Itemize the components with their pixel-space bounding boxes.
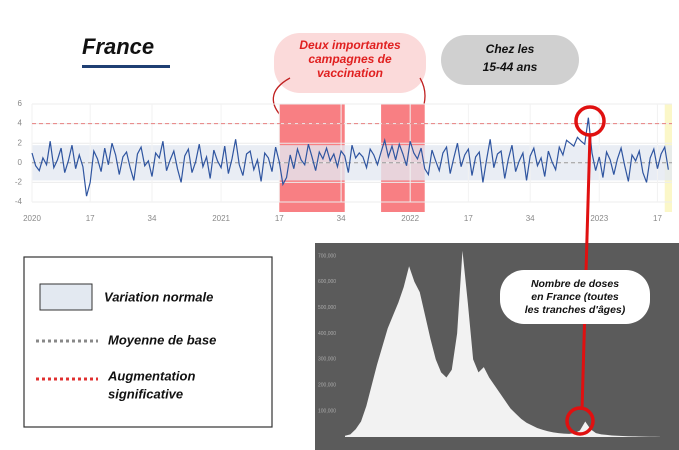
x-tick-label: 17: [653, 214, 662, 223]
age-label: 15-44 ans: [483, 60, 538, 74]
highlight-circle: [565, 406, 595, 436]
y-tick-label: -4: [15, 197, 23, 206]
legend-label: Variation normale: [104, 289, 213, 304]
legend-label: Moyenne de base: [108, 332, 216, 347]
x-tick-label: 2020: [23, 214, 41, 223]
campaigns-label: vaccination: [317, 66, 383, 80]
weekly-chart: -4 -2 0 2 4 6 2020 17 34 2021 17 34 2022 17 34 2023 17: [15, 99, 672, 223]
title-underline: [82, 65, 170, 68]
annotation-label: Nombre de doses: [531, 278, 619, 290]
legend-label: significative: [108, 386, 183, 401]
y-tick-label: 100,000: [318, 408, 336, 414]
legend-swatch: [39, 283, 93, 311]
x-tick-label: 2022: [401, 214, 419, 223]
y-tick-label: 2: [18, 138, 23, 147]
y-tick-label: 200,000: [318, 383, 336, 389]
series-line: [31, 117, 669, 197]
y-tick-label: 300,000: [318, 357, 336, 363]
annotation-label: en France (toutes: [531, 291, 619, 303]
x-tick-label: 2021: [212, 214, 230, 223]
age-label: Chez les: [486, 42, 535, 56]
doses-area: [345, 250, 660, 437]
x-tick-label: 17: [464, 214, 473, 223]
campaigns-label: campagnes de: [308, 52, 392, 66]
y-tick-label: 400,000: [318, 331, 336, 337]
title: France: [82, 34, 154, 59]
x-tick-label: 34: [337, 214, 346, 223]
y-tick-label: 500,000: [318, 305, 336, 311]
age-bubble: [441, 35, 579, 85]
x-tick-label: 34: [148, 214, 157, 223]
annotation-label: les tranches d'âges): [525, 304, 626, 316]
campaigns-bubble: [274, 33, 426, 93]
x-tick-label: 2023: [590, 214, 608, 223]
y-tick-label: 600,000: [318, 279, 336, 285]
y-tick-label: 700,000: [318, 253, 336, 259]
y-tick-label: 4: [18, 119, 23, 128]
x-tick-label: 34: [526, 214, 535, 223]
highlight-circle: [574, 105, 606, 137]
y-tick-label: 0: [18, 158, 23, 167]
campaigns-label: Deux importantes: [299, 38, 401, 52]
x-tick-label: 17: [86, 214, 95, 223]
y-tick-label: 6: [18, 99, 23, 108]
legend-label: Augmentation: [107, 368, 195, 383]
y-tick-label: -2: [15, 178, 23, 187]
doses-chart: 100,000 200,000 300,000 400,000 500,000 600,0…: [315, 105, 679, 450]
x-tick-label: 17: [275, 214, 284, 223]
annotation-bubble: [500, 270, 650, 324]
